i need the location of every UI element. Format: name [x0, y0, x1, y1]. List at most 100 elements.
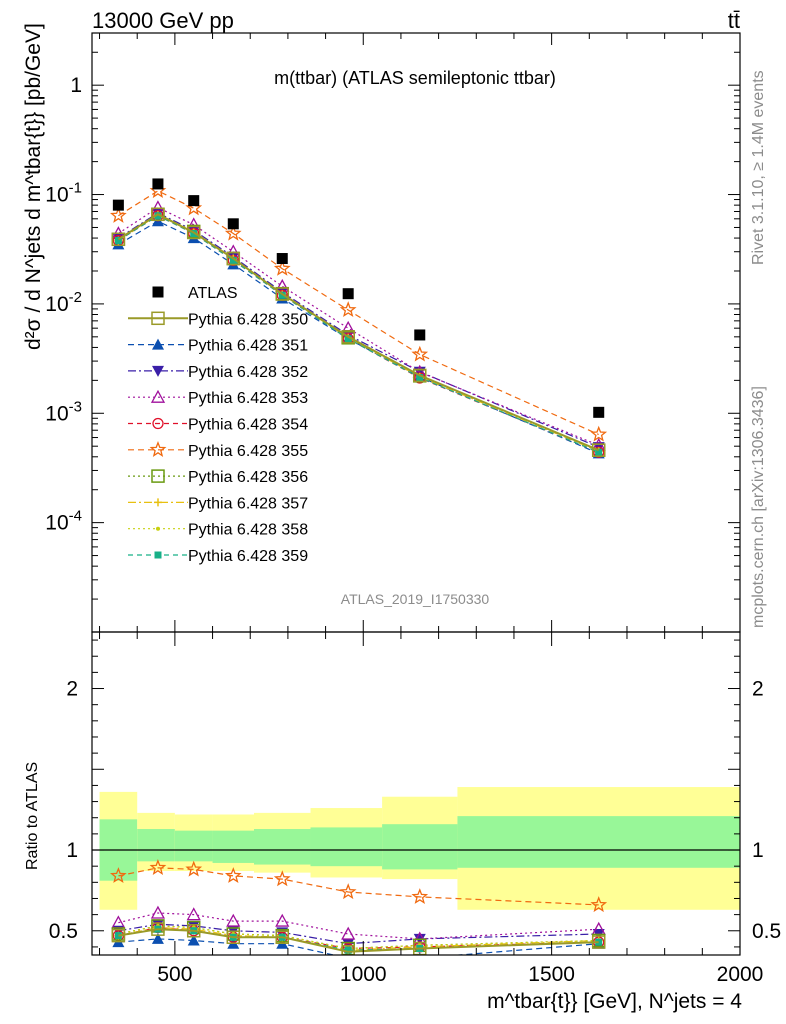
- ratio-point: [341, 945, 355, 955]
- ratio-point: [411, 888, 429, 904]
- ratio-y-tick-label-right: 0.5: [752, 920, 781, 943]
- uncertainty-band-inner: [310, 827, 383, 867]
- legend-entry: Pythia 6.428 359: [128, 548, 308, 565]
- series-point: [111, 232, 126, 247]
- legend-marker-atlas: [152, 286, 164, 298]
- legend-label: Pythia 6.428 355: [188, 443, 308, 460]
- series-point: [186, 225, 201, 240]
- series-ratio-pythia-6.428-353: [111, 905, 606, 945]
- legend-label: Pythia 6.428 357: [188, 495, 308, 512]
- tick-exponent: -3: [69, 398, 82, 415]
- series-atlas-data: [112, 178, 605, 418]
- legend-entry: Pythia 6.428 358: [128, 522, 308, 539]
- main-y-tick-label: 10-2: [45, 289, 82, 316]
- tick-exponent: -4: [69, 508, 82, 525]
- data-point: [188, 195, 200, 207]
- series-main-pythia-6.428-352: [112, 207, 605, 454]
- data-point: [276, 253, 288, 265]
- legend-marker: [154, 498, 162, 507]
- series-ratio-pythia-6.428-355: [110, 858, 608, 913]
- ratio-y-axis-label: Ratio to ATLAS: [24, 762, 41, 870]
- legend-label: Pythia 6.428 359: [188, 548, 308, 565]
- legend-marker: [151, 311, 165, 326]
- ratio-point: [595, 938, 603, 946]
- series-point: [273, 259, 291, 276]
- legend-label: Pythia 6.428 350: [188, 311, 308, 328]
- legend-marker: [149, 441, 167, 457]
- ratio-point: [591, 935, 606, 949]
- ratio-point: [149, 858, 167, 875]
- legend-marker: [152, 365, 164, 377]
- process-label: tt̄: [728, 8, 740, 33]
- data-point: [414, 329, 426, 341]
- ratio-point: [110, 867, 127, 883]
- legend-entry: Pythia 6.428 353: [128, 389, 308, 407]
- ratio-y-tick-label-right: 2: [752, 678, 764, 701]
- series-point: [224, 224, 242, 241]
- ratio-point: [186, 907, 201, 921]
- data-point: [342, 288, 354, 300]
- legend-marker: [151, 469, 165, 483]
- ratio-point: [339, 883, 357, 900]
- series-point: [154, 212, 162, 220]
- legend: ATLAS Pythia 6.428 350 Pythia 6.428 351 Pyt…: [128, 285, 308, 565]
- ratio-point: [590, 896, 608, 913]
- x-tick-label: 1000: [340, 963, 387, 986]
- data-point: [227, 218, 239, 230]
- series-point: [590, 425, 608, 442]
- main-y-axis-label: d²σ / d N^jets d m^tbar{t}} [pb/GeV]: [22, 23, 45, 350]
- x-tick-label: 500: [157, 963, 192, 986]
- legend-label: Pythia 6.428 352: [188, 364, 308, 381]
- series-point: [416, 374, 424, 382]
- series-line: [118, 215, 599, 453]
- x-tick-label: 1500: [528, 963, 575, 986]
- legend-entry: Pythia 6.428 350: [128, 311, 308, 328]
- ratio-point: [344, 946, 352, 954]
- series-line: [118, 190, 599, 436]
- x-tick-labels: 500 1000 1500 2000: [157, 963, 763, 986]
- legend-label: Pythia 6.428 351: [188, 338, 308, 355]
- series-ratio-pythia-6.428-350: [111, 922, 606, 955]
- uncertainty-band-inner: [254, 829, 311, 865]
- data-point: [152, 178, 164, 190]
- legend-marker: [152, 338, 164, 350]
- main-panel: ATLAS Pythia 6.428 350 Pythia 6.428 351 Pyt…: [22, 23, 741, 633]
- series-ratio-pythia-6.428-351: [112, 932, 605, 955]
- legend-marker: [150, 389, 166, 403]
- mcplots-label: mcplots.cern.ch [arXiv:1306.3436]: [750, 386, 767, 628]
- legend-marker: [156, 526, 160, 531]
- ratio-point: [151, 932, 164, 944]
- ratio-y-tick-labels: 0.5 0.5 1 1 2 2: [49, 678, 781, 943]
- series-point: [226, 251, 241, 266]
- uncertainty-band-inner: [137, 829, 175, 862]
- plot-title: m(ttbar) (ATLAS semileptonic ttbar): [274, 68, 556, 88]
- legend-marker: [154, 551, 162, 559]
- ratio-plot-layer: [91, 631, 741, 956]
- ratio-line: [118, 938, 599, 955]
- ratio-point: [275, 930, 290, 944]
- legend-label: Pythia 6.428 354: [188, 417, 308, 434]
- main-y-tick-label: 10-1: [45, 180, 82, 207]
- ratio-line: [118, 923, 599, 945]
- legend-entry: Pythia 6.428 355: [128, 441, 308, 460]
- x-axis-label: m^tbar{t}} [GeV], N^jets = 4: [487, 990, 742, 1013]
- legend-marker: [152, 417, 164, 430]
- legend-entry: Pythia 6.428 356: [128, 469, 308, 486]
- ratio-line: [118, 867, 599, 906]
- x-tick-label: 2000: [717, 963, 764, 986]
- legend-label-atlas: ATLAS: [188, 285, 238, 302]
- ratio-y-tick-label-right: 1: [752, 839, 764, 862]
- ratio-point: [275, 913, 290, 927]
- tick-exponent: -2: [69, 289, 82, 306]
- main-plot-layer: [91, 32, 741, 633]
- series-main-pythia-6.428-356: [111, 207, 606, 457]
- series-point: [114, 237, 122, 245]
- main-y-tick-labels: 10-4 10-3 10-2 10-1 1: [45, 74, 82, 534]
- ratio-panel: Ratio to ATLAS 0.5 0.5 1 1 2 2 500 1000 1500 200…: [24, 631, 781, 1013]
- series-line: [118, 213, 599, 451]
- series-point: [591, 443, 606, 457]
- legend-entry: Pythia 6.428 354: [128, 417, 308, 434]
- ratio-point: [273, 870, 291, 887]
- series-line: [118, 213, 599, 451]
